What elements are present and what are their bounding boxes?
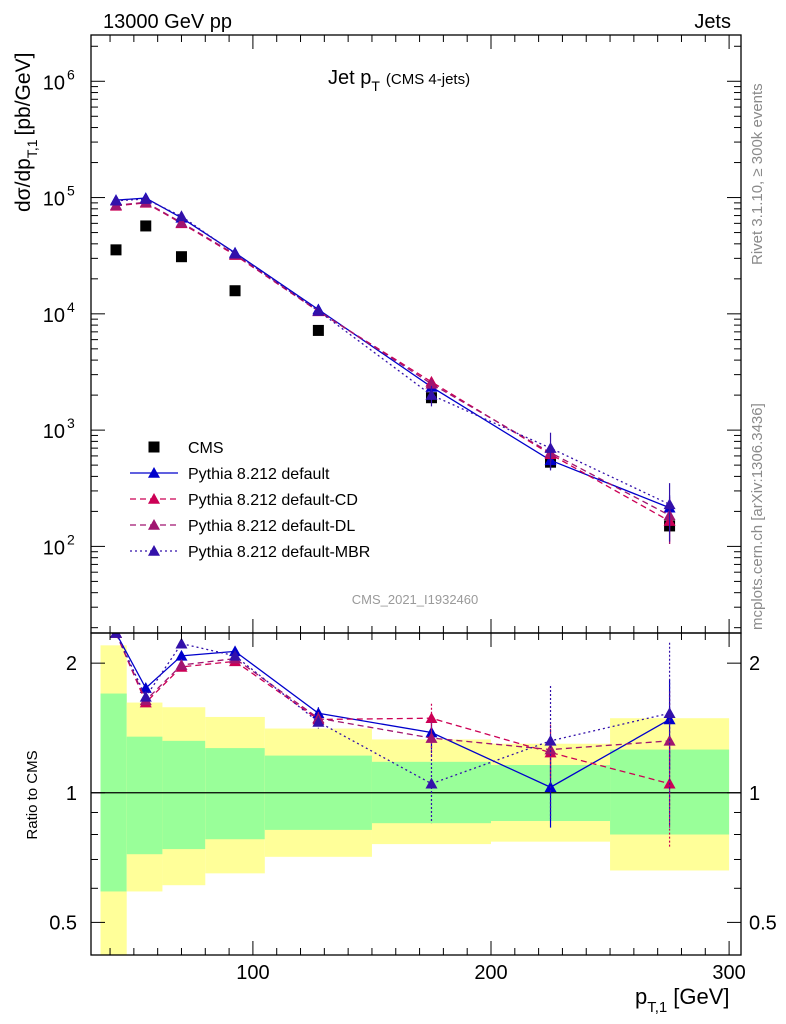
ratio-y-tick-label-left-0: 0.5 bbox=[49, 912, 77, 934]
ratio-band-green-1 bbox=[126, 736, 163, 855]
main-y-tick-label-4: 10 bbox=[43, 72, 65, 94]
main-y-tick-exp-3: 5 bbox=[67, 183, 75, 199]
legend-label-3: Pythia 8.212 default-DL bbox=[188, 518, 355, 535]
ratio-y-tick-label-right-1: 1 bbox=[749, 783, 760, 805]
header-left: 13000 GeV pp bbox=[103, 11, 232, 33]
ratio-band-green-3 bbox=[205, 748, 265, 840]
main-y-axis-label: dσ/dpT,1 [pb/GeV] bbox=[12, 53, 40, 212]
main-point-s0-p1 bbox=[140, 220, 152, 232]
header-right: Jets bbox=[694, 11, 731, 33]
main-line-series-1 bbox=[115, 197, 670, 509]
ratio-point-s3-p1 bbox=[139, 690, 152, 702]
x-label-unit: [GeV] bbox=[673, 984, 729, 1009]
ratio-point-s0-p2 bbox=[175, 649, 188, 661]
main-point-s3-p5 bbox=[425, 377, 438, 389]
x-axis-label: pT,1 [GeV] bbox=[635, 984, 730, 1016]
ratio-y-axis-label: Ratio to CMS bbox=[24, 750, 41, 839]
ratio-y-tick-label-left-1: 1 bbox=[66, 783, 77, 805]
rivet-version-text: Rivet 3.1.10, ≥ 300k events bbox=[749, 83, 766, 265]
ratio-y-tick-label-right-0: 0.5 bbox=[749, 912, 777, 934]
legend-marker-1 bbox=[148, 467, 160, 478]
ratio-point-s3-p2 bbox=[175, 637, 188, 649]
ratio-point-s3-p6 bbox=[544, 734, 557, 746]
ratio-line-series-3 bbox=[115, 633, 670, 785]
legend-label-1: Pythia 8.212 default bbox=[188, 466, 330, 483]
legend-label-4: Pythia 8.212 default-MBR bbox=[188, 544, 370, 561]
legend: CMS Pythia 8.212 default Pythia 8.212 defa… bbox=[130, 440, 370, 561]
analysis-watermark: CMS_2021_I1932460 bbox=[352, 592, 479, 607]
chart-title-sub: T bbox=[371, 78, 380, 94]
ratio-point-s3-p7 bbox=[663, 707, 676, 719]
main-y-tick-exp-4: 6 bbox=[67, 66, 75, 82]
main-y-tick-label-1: 10 bbox=[43, 421, 65, 443]
ratio-point-s2-p6 bbox=[544, 743, 557, 755]
main-y-tick-exp-1: 3 bbox=[67, 415, 75, 431]
legend-label-2: Pythia 8.212 default-CD bbox=[188, 492, 358, 509]
ratio-line-series-0 bbox=[115, 633, 670, 788]
x-tick-label-1: 200 bbox=[474, 962, 507, 984]
main-series-layer bbox=[110, 192, 676, 544]
main-point-s4-p4 bbox=[312, 304, 325, 316]
main-point-s0-p2 bbox=[175, 251, 187, 263]
x-label-main: p bbox=[635, 984, 647, 1009]
ratio-point-s3-p4 bbox=[312, 716, 325, 727]
main-y-tick-label-3: 10 bbox=[43, 189, 65, 211]
main-point-s4-p3 bbox=[229, 247, 242, 259]
main-point-s4-p6 bbox=[544, 442, 557, 453]
main-point-s0-p4 bbox=[312, 324, 324, 336]
ratio-line-series-1 bbox=[115, 633, 670, 785]
main-point-s3-p2 bbox=[175, 216, 188, 228]
ratio-series-layer bbox=[110, 633, 676, 847]
x-label-sub: T,1 bbox=[647, 999, 667, 1016]
ratio-frame bbox=[90, 632, 742, 956]
main-point-s4-p0 bbox=[110, 194, 122, 206]
ratio-y-tick-label-left-2: 2 bbox=[66, 653, 77, 675]
ratio-point-s0-p1 bbox=[139, 682, 152, 693]
main-point-s4-p1 bbox=[139, 193, 152, 204]
x-tick-label-2: 300 bbox=[712, 962, 745, 984]
legend-marker-4 bbox=[148, 545, 160, 556]
main-y-label-unit: [pb/GeV] bbox=[12, 53, 35, 136]
main-y-tick-label-0: 10 bbox=[43, 537, 65, 559]
main-y-tick-exp-2: 4 bbox=[67, 299, 75, 315]
main-point-s0-p3 bbox=[229, 285, 241, 297]
main-line-series-4 bbox=[115, 198, 670, 505]
ratio-y-tick-label-right-2: 2 bbox=[749, 653, 760, 675]
main-point-s4-p5 bbox=[425, 389, 438, 400]
ratio-point-s3-p0 bbox=[110, 633, 122, 638]
chart-title-note: (CMS 4-jets) bbox=[386, 71, 470, 88]
ratio-band-green-2 bbox=[162, 740, 206, 850]
ratio-point-s3-p5 bbox=[425, 777, 438, 789]
ratio-uncertainty-bands bbox=[91, 645, 741, 955]
ratio-point-s2-p2 bbox=[175, 659, 188, 670]
mcplots-credit-text: mcplots.cern.ch [arXiv:1306.3436] bbox=[749, 403, 766, 630]
x-tick-label-0: 100 bbox=[236, 962, 269, 984]
chart-title: Jet pT (CMS 4-jets) bbox=[328, 67, 470, 94]
main-point-s4-p2 bbox=[175, 210, 188, 222]
ratio-point-s1-p5 bbox=[425, 712, 438, 724]
legend-marker-2 bbox=[148, 493, 160, 504]
main-y-label-sub: T,1 bbox=[24, 139, 40, 158]
main-y-tick-exp-0: 2 bbox=[67, 531, 75, 547]
ratio-point-s3-p3 bbox=[229, 649, 242, 661]
main-point-s0-p0 bbox=[110, 244, 122, 256]
main-y-label-main: dσ/dp bbox=[12, 158, 35, 212]
chart-title-main: Jet p bbox=[328, 67, 371, 89]
main-point-s4-p7 bbox=[663, 498, 676, 510]
ratio-point-s2-p5 bbox=[425, 732, 438, 743]
legend-marker-3 bbox=[148, 519, 160, 530]
main-y-tick-label-2: 10 bbox=[43, 305, 65, 327]
legend-marker-0 bbox=[148, 441, 160, 453]
legend-label-0: CMS bbox=[188, 440, 224, 457]
